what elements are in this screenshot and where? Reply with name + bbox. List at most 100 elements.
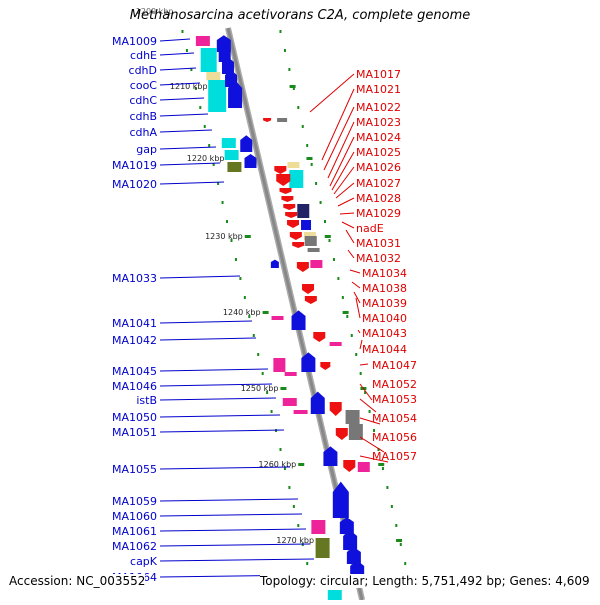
track-dot <box>386 486 389 489</box>
left-gene-label: cdhB <box>129 110 157 123</box>
track-dot <box>185 49 188 52</box>
left-gene-label: capK <box>130 555 158 568</box>
tick-mark <box>280 387 287 390</box>
genome-summary-text: Topology: circular; Length: 5,751,492 bp… <box>260 574 590 588</box>
track-dot <box>381 467 384 470</box>
track-dot <box>368 410 371 413</box>
gene-feature-block <box>327 590 342 600</box>
gene-feature-block <box>297 204 310 218</box>
right-gene-label: MA1039 <box>362 297 407 310</box>
left-label-leader <box>159 181 225 185</box>
left-label-leader <box>159 383 273 387</box>
track-dot <box>243 296 246 299</box>
left-label-leader <box>159 113 209 117</box>
track-dot <box>306 144 309 147</box>
right-gene-label: nadE <box>356 222 384 235</box>
track-dot <box>315 182 318 185</box>
track-dot <box>248 315 251 318</box>
gene-feature-block <box>224 150 239 160</box>
left-gene-label: cdhC <box>129 94 157 107</box>
right-label-leader <box>357 329 361 334</box>
gene-feature-block <box>329 342 342 346</box>
right-gene-label: MA1047 <box>372 359 417 372</box>
tick-label: 1220 kbp <box>187 154 225 163</box>
right-gene-label: MA1053 <box>372 393 417 406</box>
left-label-leader <box>159 82 201 86</box>
left-label-leader <box>159 414 281 418</box>
track-dot <box>208 144 211 147</box>
tick-mark <box>289 85 296 88</box>
forward-gene-arrow <box>343 530 358 550</box>
track-dot <box>306 562 309 565</box>
left-gene-label: gap <box>136 143 157 156</box>
left-gene-label: MA1050 <box>112 411 157 424</box>
right-gene-label: MA1054 <box>372 412 417 425</box>
track-dot <box>377 448 380 451</box>
right-gene-label: MA1027 <box>356 177 401 190</box>
gene-feature-block <box>357 462 370 472</box>
right-label-leader <box>329 136 355 187</box>
gene-feature-block <box>282 398 297 406</box>
right-label-leader <box>347 249 355 259</box>
right-label-leader <box>359 398 377 413</box>
track-dot <box>217 182 220 185</box>
track-dot <box>346 315 349 318</box>
track-dot <box>288 68 291 71</box>
accession-text: Accession: NC_003552 <box>9 574 146 588</box>
right-gene-label: MA1040 <box>362 312 407 325</box>
left-label-leader <box>159 129 213 133</box>
left-label-leader <box>159 498 299 502</box>
left-label-leader <box>159 38 191 42</box>
tick-label: 1210 kbp <box>170 82 208 91</box>
right-label-leader <box>351 281 361 289</box>
tick-mark <box>396 539 403 542</box>
track-dot <box>261 372 264 375</box>
right-label-leader <box>359 417 381 425</box>
right-gene-label: MA1025 <box>356 146 401 159</box>
tick-mark <box>342 311 349 314</box>
right-gene-label: MA1032 <box>356 252 401 265</box>
tick-mark <box>298 463 305 466</box>
left-gene-label: MA1046 <box>112 380 157 393</box>
forward-gene-arrow <box>339 517 354 534</box>
forward-gene-arrow <box>310 391 325 414</box>
right-gene-label: MA1029 <box>356 207 401 220</box>
track-dot <box>297 106 300 109</box>
left-label-leader <box>159 97 205 101</box>
reverse-gene-arrow <box>287 220 300 228</box>
gene-feature-block <box>310 260 323 268</box>
gene-feature-block <box>289 170 304 188</box>
track-dot <box>337 277 340 280</box>
right-gene-label: MA1052 <box>372 378 417 391</box>
gene-feature-block <box>277 118 288 122</box>
reverse-gene-arrow <box>292 242 305 248</box>
right-gene-label: MA1043 <box>362 327 407 340</box>
track-dot <box>194 87 197 90</box>
right-gene-label: MA1017 <box>356 68 401 81</box>
right-gene-label: MA1057 <box>372 450 417 463</box>
track-dot <box>252 334 255 337</box>
gene-feature-block <box>301 220 312 230</box>
track-dot <box>390 505 393 508</box>
left-label-leader <box>159 466 291 470</box>
right-gene-label: MA1038 <box>362 282 407 295</box>
track-dot <box>203 125 206 128</box>
reverse-gene-arrow <box>263 118 272 122</box>
reverse-gene-arrow <box>289 232 302 240</box>
right-label-leader <box>339 212 355 215</box>
track-dot <box>257 353 260 356</box>
track-dot <box>395 524 398 527</box>
reverse-gene-arrow <box>304 296 317 304</box>
forward-gene-arrow <box>221 57 234 74</box>
right-gene-label: MA1022 <box>356 101 401 114</box>
track-dot <box>324 220 327 223</box>
gene-feature-block <box>221 138 236 148</box>
right-label-leader <box>321 88 355 161</box>
forward-gene-arrow <box>332 481 349 518</box>
track-dot <box>297 524 300 527</box>
tick-mark <box>378 463 385 466</box>
track-dot <box>234 258 237 261</box>
tick-label: 1250 kbp <box>241 384 279 393</box>
track-dot <box>199 106 202 109</box>
tick-label: 1270 kbp <box>276 536 314 545</box>
